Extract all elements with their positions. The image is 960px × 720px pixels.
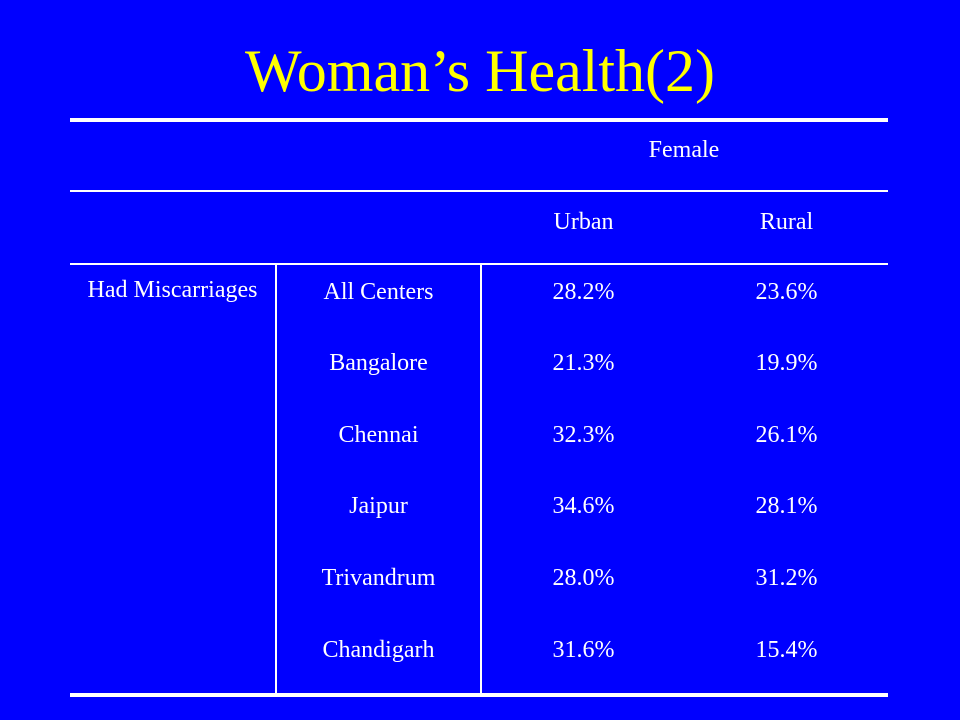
col-header-urban: Urban (553, 209, 614, 235)
table-top-border (70, 118, 888, 122)
header-divider-2 (70, 263, 888, 265)
rural-value: 28.1% (755, 493, 818, 519)
urban-value: 31.6% (552, 637, 615, 663)
center-name: All Centers (323, 279, 434, 305)
rural-value: 23.6% (755, 279, 818, 305)
urban-value: 28.0% (552, 565, 615, 591)
rural-value: 26.1% (755, 422, 818, 448)
rural-value: 19.9% (755, 350, 818, 376)
center-name: Chennai (338, 422, 419, 448)
row-group-label: Had Miscarriages (87, 277, 258, 303)
urban-value: 32.3% (552, 422, 615, 448)
group-header-female: Female (648, 137, 720, 163)
table-bottom-border (70, 693, 888, 697)
center-name: Trivandrum (321, 565, 436, 591)
urban-value: 34.6% (552, 493, 615, 519)
header-divider-1 (70, 190, 888, 192)
center-name: Chandigarh (322, 637, 435, 663)
urban-value: 28.2% (552, 279, 615, 305)
rural-value: 31.2% (755, 565, 818, 591)
center-name: Jaipur (349, 493, 408, 519)
column-divider-2 (480, 264, 482, 694)
rural-value: 15.4% (755, 637, 818, 663)
slide-title: Woman’s Health(2) (244, 38, 716, 104)
col-header-rural: Rural (759, 209, 814, 235)
urban-value: 21.3% (552, 350, 615, 376)
center-name: Bangalore (329, 350, 428, 376)
column-divider-1 (275, 264, 277, 694)
